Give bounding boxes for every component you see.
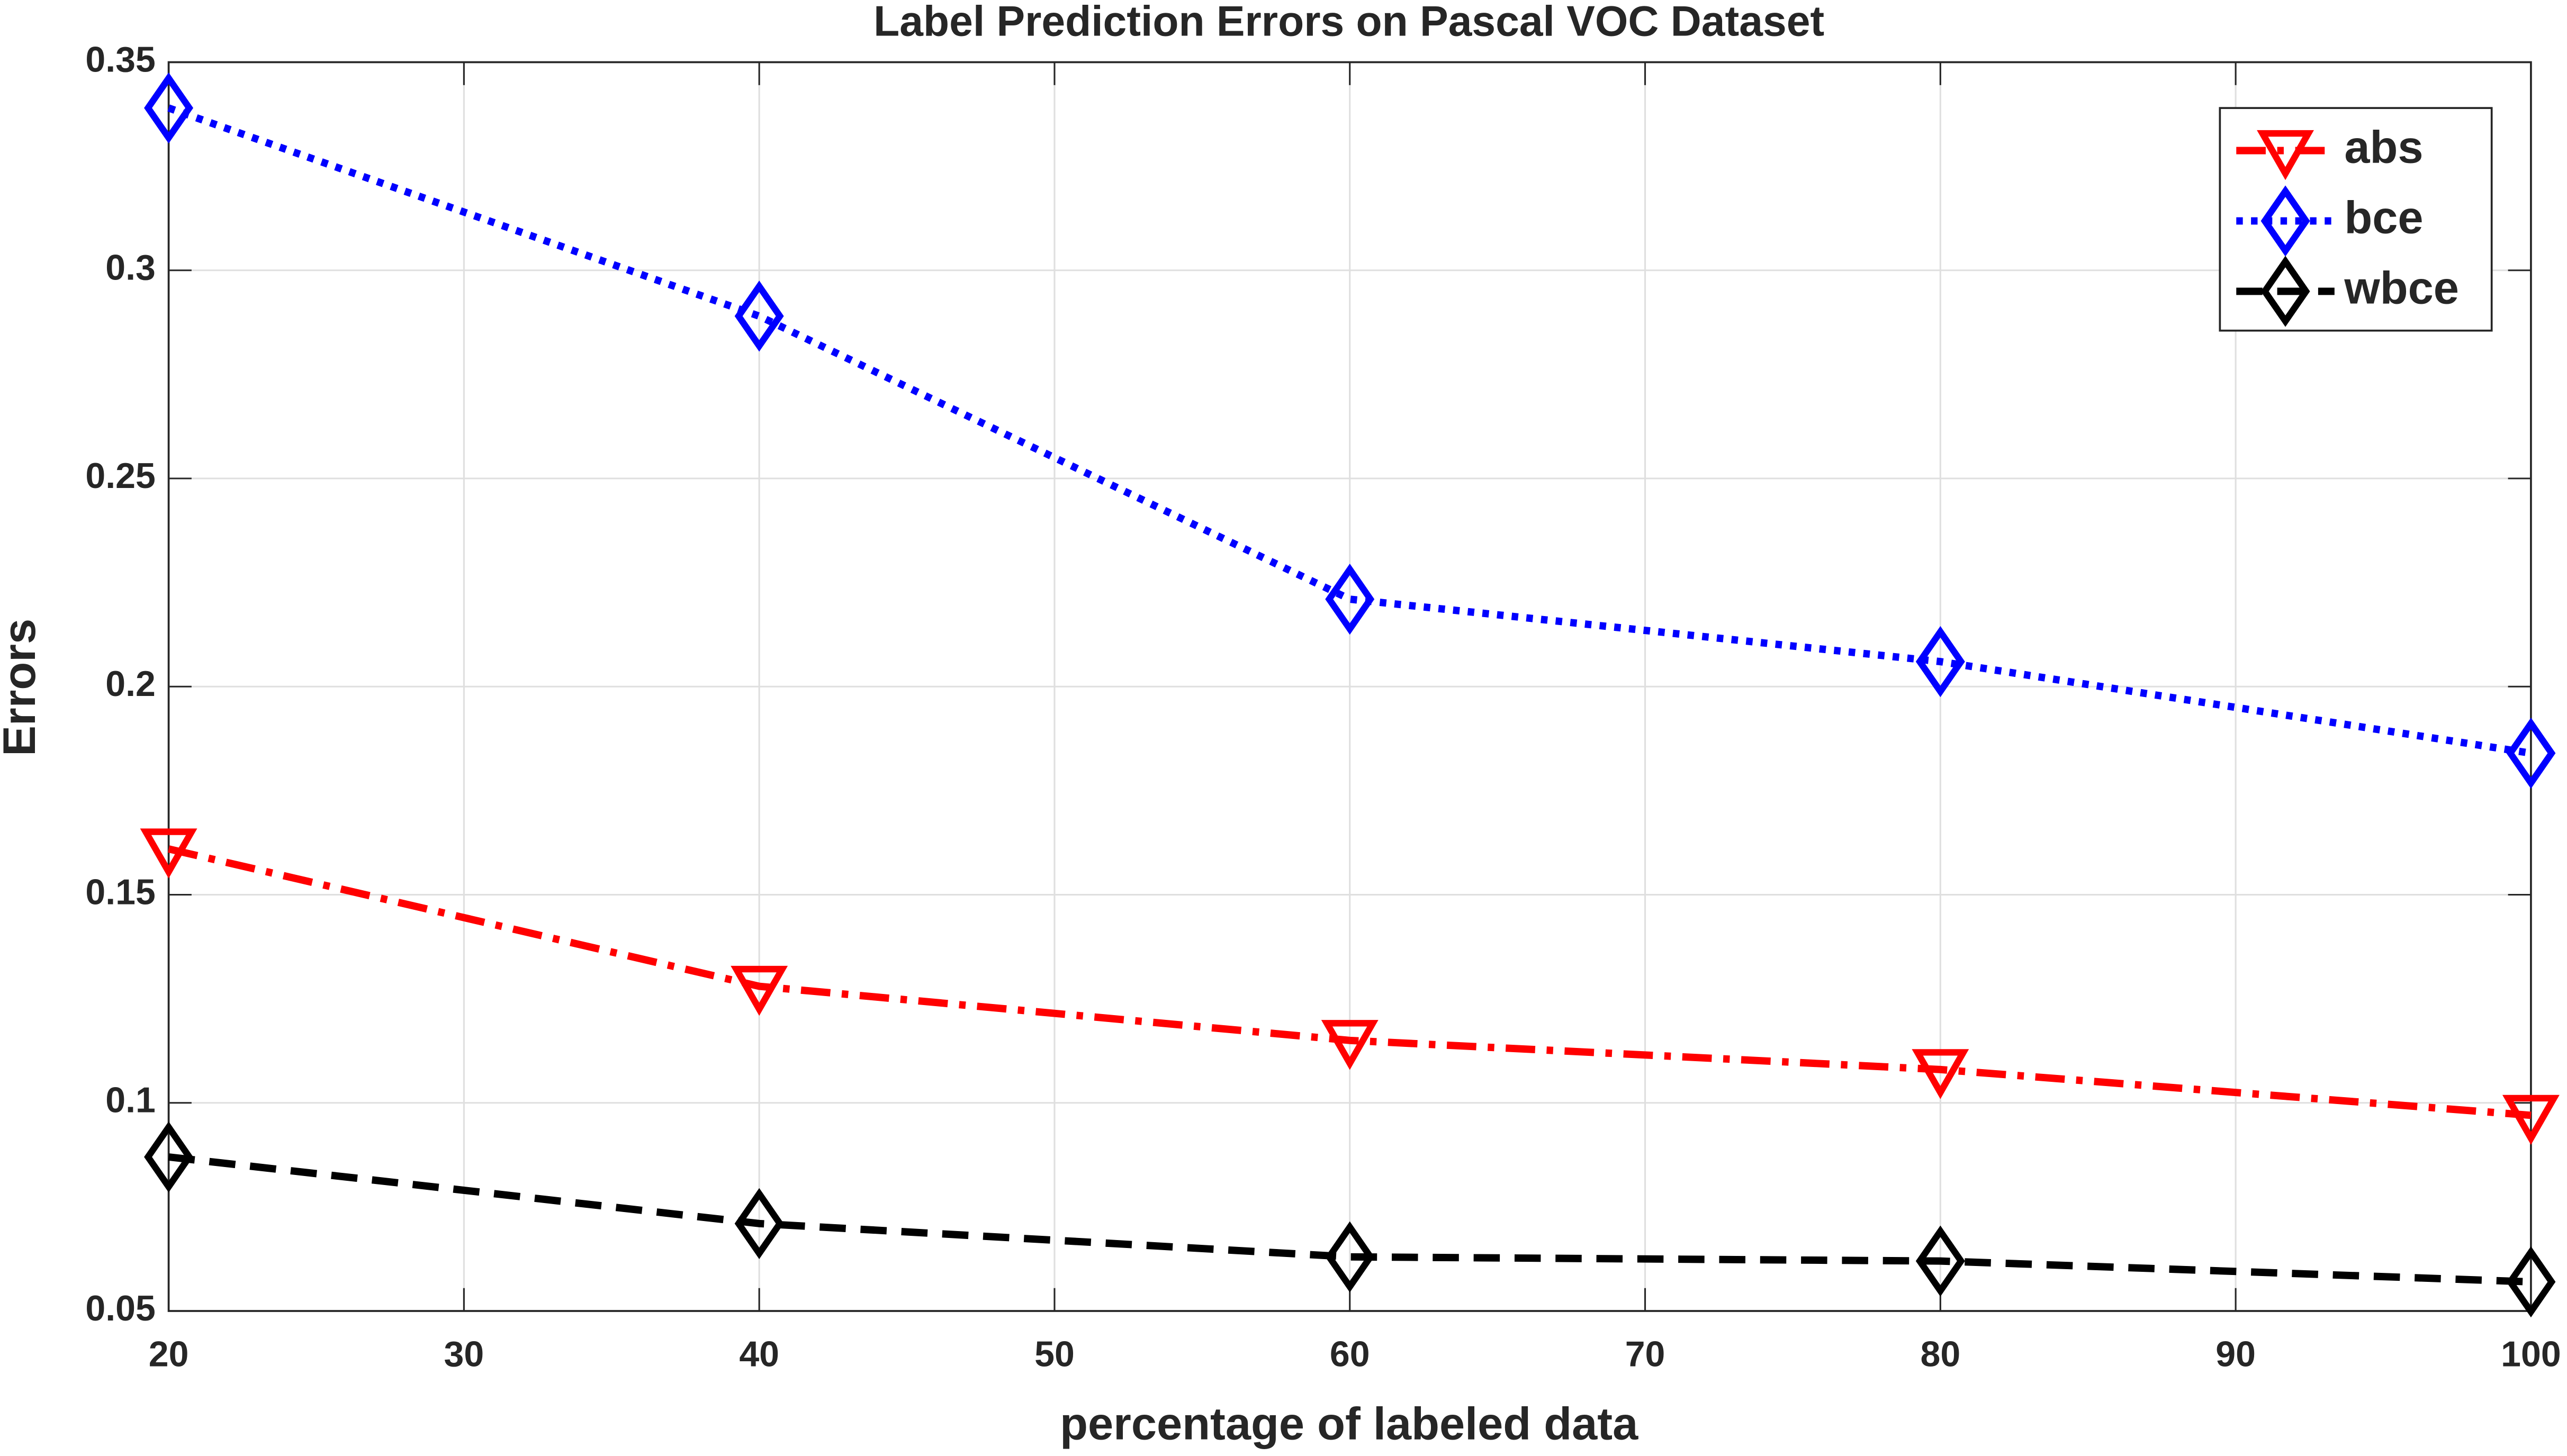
legend: abs bce wbce	[2219, 107, 2493, 332]
data-point	[731, 965, 788, 1016]
data-point	[2502, 1095, 2560, 1145]
x-tick-label: 100	[2501, 1334, 2561, 1374]
x-tick-label: 80	[1920, 1334, 1960, 1374]
series-line	[168, 1153, 2532, 1286]
legend-label: abs	[2344, 122, 2423, 173]
y-tick-label: 0.05	[85, 1288, 155, 1328]
data-point	[144, 1121, 194, 1193]
data-point	[1325, 563, 1375, 635]
plot-frame	[167, 61, 2532, 1312]
data-point	[1915, 1225, 1965, 1297]
y-tick-label: 0.2	[105, 664, 156, 704]
x-tick-label: 70	[1625, 1334, 1665, 1374]
data-point	[1915, 626, 1965, 698]
y-axis-label: Errors	[0, 619, 45, 756]
x-tick-label: 20	[149, 1334, 189, 1374]
x-axis-label: percentage of labeled data	[1060, 1398, 1638, 1449]
y-tick-label: 0.25	[85, 456, 155, 496]
series-line	[167, 104, 2532, 757]
x-tick-label: 50	[1034, 1334, 1075, 1374]
y-tick-label: 0.1	[105, 1080, 156, 1120]
chart-title: Label Prediction Errors on Pascal VOC Da…	[873, 0, 1824, 46]
x-tick-label: 60	[1330, 1334, 1370, 1374]
x-tick-label: 40	[739, 1334, 779, 1374]
data-point	[2506, 717, 2556, 789]
y-tick-label: 0.35	[85, 39, 155, 79]
data-point	[1912, 1049, 1969, 1099]
data-point	[2506, 1246, 2556, 1318]
y-tick-label: 0.15	[85, 872, 155, 912]
legend-label: wbce	[2344, 263, 2459, 313]
legend-marker	[2260, 256, 2310, 327]
legend-marker	[2260, 185, 2310, 257]
y-tick-label: 0.3	[105, 248, 156, 288]
legend-label: bce	[2344, 192, 2423, 243]
data-point	[734, 281, 784, 352]
data-point	[144, 72, 194, 144]
data-point	[734, 1188, 784, 1259]
legend-marker	[2257, 130, 2314, 180]
x-tick-label: 90	[2215, 1334, 2256, 1374]
data-point	[1325, 1221, 1375, 1292]
data-point	[140, 828, 197, 879]
data-point	[1321, 1020, 1379, 1070]
series-line	[167, 845, 2532, 1119]
x-tick-label: 30	[444, 1334, 484, 1374]
